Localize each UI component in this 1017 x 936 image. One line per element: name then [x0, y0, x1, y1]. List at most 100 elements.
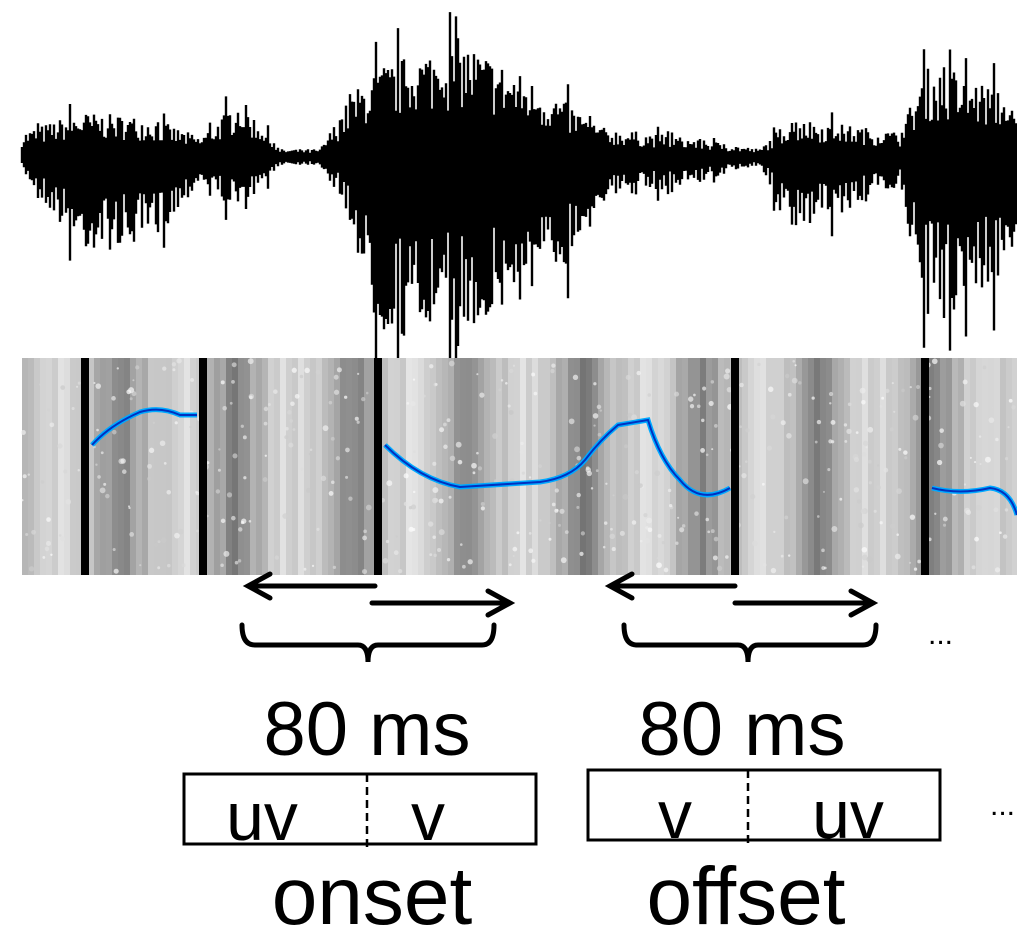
- spectrogram-speck: [299, 374, 304, 379]
- spectrogram-speck: [220, 380, 225, 385]
- spectrogram-band: [490, 358, 497, 575]
- spectrogram-band: [622, 358, 629, 575]
- spectrogram-speck: [181, 563, 186, 568]
- spectrogram-speck: [821, 548, 825, 553]
- spectrogram-speck: [855, 431, 859, 434]
- spectrogram-speck: [47, 408, 51, 412]
- spectrogram-speck: [229, 401, 233, 405]
- spectrogram-speck: [147, 476, 152, 481]
- right-class: v: [411, 779, 445, 855]
- spectrogram-speck: [386, 480, 393, 487]
- spectrogram-speck: [597, 432, 602, 437]
- spectrogram-band: [850, 358, 857, 575]
- pitch-contour: [384, 418, 731, 496]
- spectrogram-speck: [429, 553, 433, 557]
- spectrogram-band: [808, 358, 815, 575]
- spectrogram-band: [466, 358, 473, 575]
- spectrogram-speck: [528, 548, 534, 554]
- spectrogram-band: [316, 358, 323, 575]
- spectrogram-speck: [267, 403, 271, 406]
- spectrogram-speck: [767, 386, 774, 393]
- spectrogram-speck: [493, 479, 498, 483]
- spectrogram-speck: [593, 424, 596, 427]
- spectrogram-speck: [975, 504, 982, 511]
- spectrogram-band: [400, 358, 407, 575]
- spectrogram-band: [640, 358, 647, 575]
- spectrogram-speck: [162, 366, 167, 371]
- spectrogram-speck: [439, 427, 445, 433]
- spectrogram-band: [130, 358, 137, 575]
- spectrogram-speck: [828, 391, 834, 397]
- spectrogram-speck: [46, 517, 51, 522]
- spectrogram-band: [910, 358, 917, 575]
- spectrogram-speck: [328, 400, 333, 405]
- spectrogram-speck: [237, 559, 242, 563]
- spectrogram-speck: [883, 467, 889, 473]
- spectrogram-speck: [294, 393, 300, 399]
- spectrogram-speck: [46, 540, 52, 546]
- pitch-contour: [931, 486, 1017, 516]
- spectrogram-speck: [705, 517, 710, 522]
- spectrogram-speck: [916, 385, 921, 390]
- spectrogram-band: [454, 358, 461, 575]
- spectrogram-speck: [963, 483, 967, 486]
- spectrogram-band: [598, 358, 605, 575]
- spectrogram-band: [292, 358, 299, 575]
- spectrogram-speck: [663, 567, 669, 573]
- spectrogram-speck: [331, 480, 335, 485]
- spectrogram-speck: [638, 483, 643, 488]
- spectrogram-band: [838, 358, 845, 575]
- segment-boundary: [199, 358, 207, 575]
- spectrogram-speck: [657, 533, 662, 538]
- ellipsis: ...: [928, 618, 953, 651]
- spectrogram-speck: [39, 383, 42, 386]
- spectrogram-speck: [787, 392, 792, 397]
- spectrogram-speck: [859, 387, 866, 394]
- spectrogram-speck: [656, 562, 662, 569]
- spectrogram-speck: [550, 368, 555, 374]
- spectrogram-speck: [624, 444, 628, 449]
- spectrogram-band: [496, 358, 503, 575]
- spectrogram-speck: [231, 515, 236, 521]
- spectrogram-band: [76, 358, 83, 575]
- spectrogram-speck: [446, 557, 451, 562]
- spectrogram-speck: [590, 487, 594, 490]
- spectrogram-speck: [904, 456, 908, 460]
- spectrogram-speck: [647, 527, 653, 533]
- spectrogram-speck: [596, 404, 602, 410]
- spectrogram-speck: [288, 442, 294, 448]
- spectrogram-speck: [712, 555, 718, 561]
- segment-label: offset: [646, 851, 845, 936]
- spectrogram-band: [682, 358, 689, 575]
- spectrogram-speck: [242, 435, 247, 440]
- spectrogram-speck: [579, 551, 584, 556]
- spectrogram-speck: [856, 499, 862, 504]
- spectrogram-speck: [713, 536, 719, 542]
- spectrogram-band: [880, 358, 887, 575]
- spectrogram-speck: [605, 482, 608, 485]
- spectrogram-speck: [725, 555, 729, 559]
- spectrogram-speck: [792, 359, 796, 363]
- spectrogram-speck: [644, 538, 650, 544]
- spectrogram-band: [46, 358, 53, 575]
- spectrogram-speck: [505, 381, 508, 385]
- spectrogram-speck: [971, 565, 976, 570]
- spectrogram-speck: [512, 546, 518, 552]
- spectrogram-speck: [132, 379, 135, 382]
- spectrogram-speck: [711, 448, 714, 451]
- spectrogram-speck: [853, 456, 860, 463]
- segment-box: [586, 768, 942, 842]
- spectrogram-speck: [362, 535, 367, 541]
- spectrogram-speck: [477, 466, 483, 471]
- spectrogram-speck: [382, 557, 389, 564]
- spectrogram-speck: [448, 495, 452, 499]
- spectrogram-speck: [309, 448, 313, 451]
- spectrogram-speck: [860, 508, 866, 515]
- spectrogram-speck: [687, 396, 694, 402]
- spectrogram-speck: [962, 379, 968, 385]
- spectrogram-band: [592, 358, 599, 575]
- arrow-left: [604, 571, 738, 601]
- spectrogram-speck: [438, 498, 444, 504]
- spectrogram-speck: [602, 545, 606, 549]
- spectrogram-speck: [993, 507, 999, 513]
